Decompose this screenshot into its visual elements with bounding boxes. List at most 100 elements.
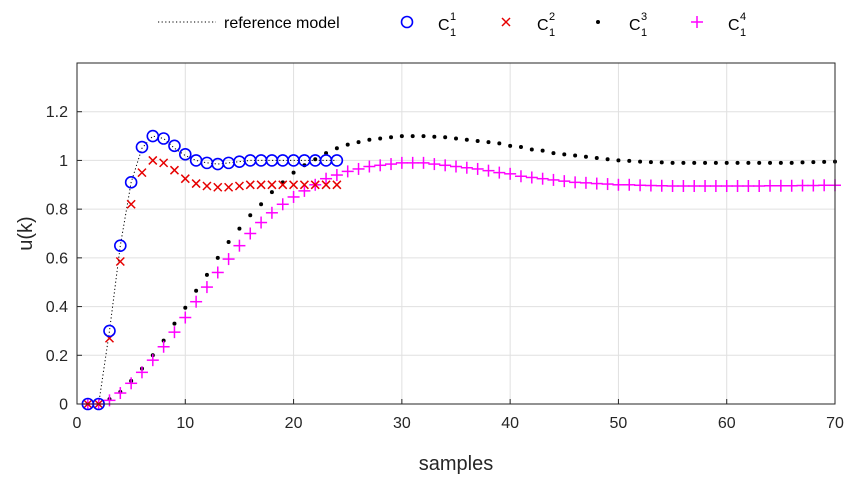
data-point-c2 (321, 180, 331, 190)
data-point-c4 (146, 354, 159, 367)
data-point-c3 (313, 157, 318, 162)
legend-swatch-c2 (501, 17, 511, 27)
data-point-c4 (731, 180, 744, 193)
data-point-c3 (475, 138, 480, 143)
data-point-c4 (720, 180, 733, 193)
data-point-c3 (237, 226, 242, 231)
data-point-c4 (753, 180, 766, 193)
data-point-c4 (428, 158, 441, 171)
data-point-c3 (367, 137, 372, 142)
data-point-c2 (159, 158, 169, 168)
data-point-c4 (699, 180, 712, 193)
data-point-c2 (126, 199, 136, 209)
y-tick-label: 0.2 (46, 348, 68, 365)
data-point-c4 (190, 295, 203, 308)
data-point-c4 (460, 161, 473, 174)
data-point-c3 (811, 160, 816, 165)
data-point-c3 (432, 134, 437, 139)
legend-label-c4: C (728, 17, 740, 34)
x-tick-label: 50 (610, 415, 628, 432)
data-point-c3 (421, 134, 426, 139)
data-point-c3 (638, 159, 643, 164)
plot-border (76, 62, 836, 405)
data-point-c4 (450, 160, 462, 173)
legend-label-sub-c3: 1 (641, 27, 647, 39)
data-point-c4 (818, 179, 831, 192)
data-point-c3 (464, 137, 469, 142)
data-point-c4 (569, 176, 582, 189)
data-point-c3 (345, 142, 350, 147)
data-point-c4 (525, 171, 538, 184)
data-point-c3 (822, 159, 827, 164)
legend-swatch-c4 (691, 16, 703, 28)
data-point-c4 (287, 190, 300, 203)
data-point-c3 (713, 160, 718, 165)
data-point-c4 (330, 169, 343, 182)
data-point-c2 (224, 182, 234, 192)
data-point-c4 (298, 184, 311, 197)
data-point-c3 (594, 155, 599, 160)
data-point-c1 (124, 176, 138, 189)
data-point-c4 (135, 366, 148, 379)
data-point-c3 (746, 160, 751, 165)
data-point-c3 (194, 288, 199, 293)
data-point-c2 (148, 155, 158, 165)
data-point-c3 (518, 145, 523, 150)
data-point-c3 (259, 202, 264, 207)
legend-label-sup-c4: 4 (740, 11, 746, 23)
x-tick-label: 70 (826, 415, 844, 432)
legend-label-c1: C (438, 17, 450, 34)
data-point-c4 (536, 172, 549, 185)
data-point-c4 (601, 178, 614, 191)
data-point-c3 (399, 134, 404, 139)
data-point-c3 (789, 160, 794, 165)
data-point-c3 (627, 158, 632, 163)
x-tick-label: 30 (393, 415, 411, 432)
x-tick-label: 60 (718, 415, 736, 432)
data-point-c2 (289, 180, 299, 190)
data-point-c4 (709, 180, 722, 193)
x-tick-label: 40 (501, 415, 519, 432)
data-point-c3 (183, 305, 188, 310)
data-point-c4 (439, 159, 452, 172)
data-point-c3 (269, 190, 274, 195)
data-point-c1 (157, 132, 170, 145)
y-tick-label: 0 (59, 397, 68, 414)
data-point-c2 (115, 256, 125, 267)
plot-background (77, 63, 835, 404)
legend-swatch-c1 (400, 15, 414, 29)
data-point-c4 (233, 239, 246, 252)
plot-area (76, 62, 841, 411)
data-point-c3 (486, 140, 491, 145)
data-point-c3 (573, 153, 578, 158)
data-point-c2 (180, 174, 190, 184)
data-point-c4 (742, 180, 755, 193)
data-point-c4 (688, 180, 701, 193)
data-point-c2 (137, 168, 147, 178)
data-point-c4 (796, 179, 809, 192)
data-point-c3 (540, 148, 545, 153)
data-point-c4 (179, 311, 192, 324)
data-point-c3 (583, 154, 588, 159)
x-axis-label: samples (419, 453, 493, 475)
data-point-c3 (692, 160, 697, 165)
data-point-c3 (161, 338, 166, 343)
y-axis-ticks: 0 0.2 0.4 0.6 0.8 1 1.2 (46, 104, 82, 414)
legend-label-sup-c3: 3 (641, 11, 647, 23)
data-point-c4 (320, 172, 333, 185)
data-point-c2 (310, 180, 320, 190)
y-tick-label: 1.2 (46, 104, 68, 121)
data-point-c3 (497, 141, 502, 146)
x-tick-label: 20 (285, 415, 303, 432)
y-tick-label: 1 (59, 153, 68, 170)
data-point-c3 (443, 135, 448, 140)
x-tick-label: 0 (73, 415, 82, 432)
data-point-c4 (579, 176, 592, 189)
data-point-c4 (504, 167, 517, 180)
data-point-c3 (248, 213, 253, 218)
data-point-c3 (529, 147, 534, 152)
data-point-c4 (482, 164, 495, 177)
data-point-c4 (211, 266, 224, 279)
data-point-c3 (508, 143, 513, 148)
data-point-c3 (757, 160, 762, 165)
